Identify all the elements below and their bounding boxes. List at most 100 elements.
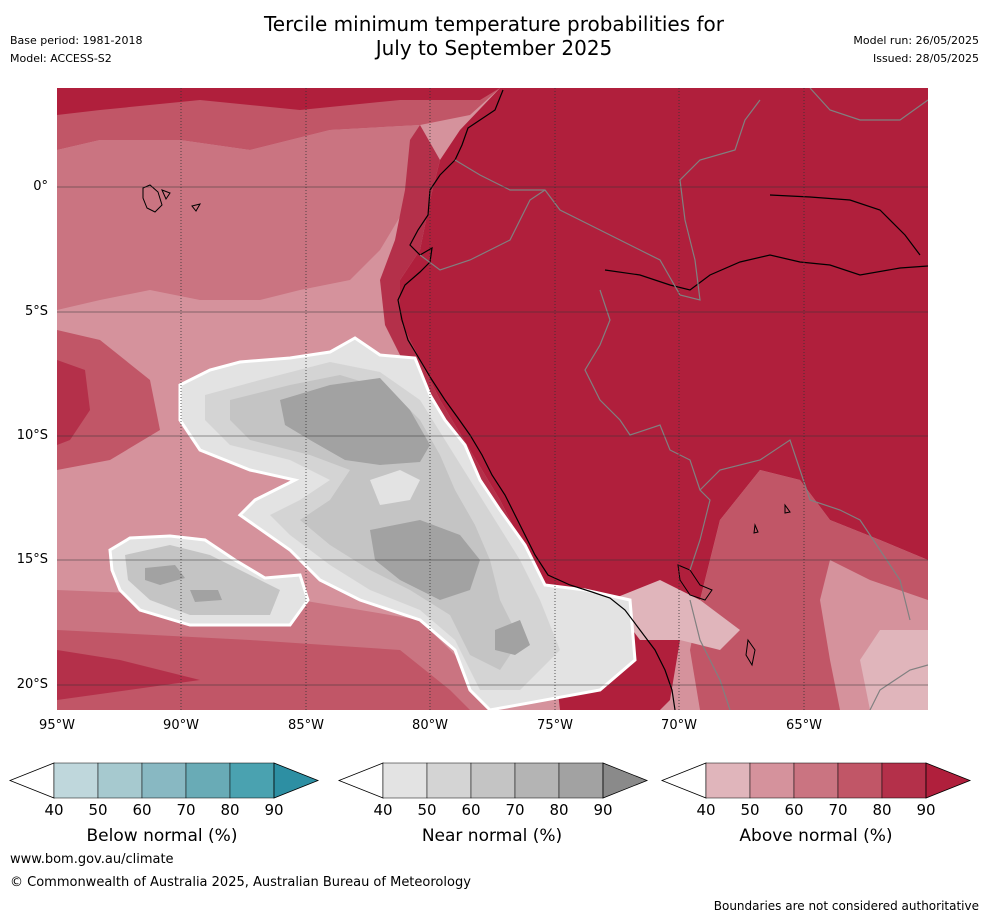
small-lake [753,523,759,534]
legend-1-tick: 40 [373,801,393,819]
legend-0-swatch [97,762,143,799]
legend-2-low-extension [660,762,707,799]
band-south-70 [57,630,470,710]
legend-0-tick: 50 [88,801,108,819]
lat-label-5s: 5°S [24,304,48,319]
legend-0-low-extension [8,762,55,799]
legend-1-tick: 70 [505,801,525,819]
legend-1-swatch [470,762,516,799]
legend-1-tick: 90 [593,801,613,819]
graticule [57,186,928,686]
title-line-1: Tercile minimum temperature probabilitie… [263,12,725,36]
legend-0-tick: 40 [44,801,64,819]
model-name: Model: ACCESS-S2 [10,52,112,65]
lon-label-80w: 80°W [412,718,448,733]
lake-titicaca [677,564,713,601]
border-venezuela-brazil [809,88,928,121]
base-period: Base period: 1981-2018 [10,34,143,47]
legend-0-tick: 70 [176,801,196,819]
lon-label-85w: 85°W [288,718,324,733]
near-80-small [495,620,530,655]
near-west-60 [125,545,280,615]
meta-right: Model run: 26/05/2025 Issued: 28/05/2025 [853,32,979,68]
lat-label-10s: 10°S [16,428,48,443]
legend-1-title: Near normal (%) [421,826,563,846]
legend-2-swatch [793,762,839,799]
west-bulge-80 [57,360,90,445]
legend-2-tick: 90 [916,801,936,819]
small-lake-2 [784,503,791,514]
lat-label-0: 0° [33,179,48,194]
legend-2-title: Above normal (%) [739,826,893,846]
coastline [397,89,676,710]
footer-note: Boundaries are not considered authoritat… [713,899,979,913]
west-bulge-70 [57,330,160,470]
band-south-80 [57,650,200,700]
border-ecuador-colombia-peru [454,99,761,301]
legend-2-swatch [705,762,751,799]
near-80-north [280,378,430,465]
legend-2-tick: 70 [828,801,848,819]
legend-2-tick: 40 [696,801,716,819]
legend-2-high-extension [925,762,972,799]
legend-0-swatch [185,762,231,799]
southeast-40 [860,630,928,710]
band-north-70 [57,88,500,150]
footer-copyright: © Commonwealth of Australia 2025, Austra… [10,875,471,890]
legend-near-normal [337,762,649,799]
legend-0-tick: 60 [132,801,152,819]
legend-0-swatch [141,762,187,799]
border-ecuador-peru [419,189,546,271]
title-line-2: July to September 2025 [375,36,613,60]
legend-1-tick: 50 [417,801,437,819]
legend-2-swatch [881,762,927,799]
legend-1-high-extension [602,762,649,799]
band-north-90 [57,88,500,115]
footer-url[interactable]: www.bom.gov.au/climate [10,852,174,867]
legend-2-tick: 80 [872,801,892,819]
model-run: Model run: 26/05/2025 [853,34,979,47]
border-peru-brazil-bolivia [584,289,711,571]
near-west-80 [145,565,185,585]
legend-0-high-extension [273,762,320,799]
legend-0-tick: 90 [264,801,284,819]
legend-0-tick: 80 [220,801,240,819]
near-west-80-b [190,590,222,602]
legend-2-tick: 50 [740,801,760,819]
border-paraguay [869,664,928,710]
legend-1-tick: 80 [549,801,569,819]
river-north [769,194,921,256]
map-area [57,88,928,710]
legend-0-title: Below normal (%) [86,826,238,846]
lon-label-95w: 95°W [39,718,75,733]
coastal-band-80 [380,125,545,590]
lon-label-75w: 75°W [537,718,573,733]
salar [745,638,756,667]
border-bolivia-chile [689,599,731,710]
map-title: Tercile minimum temperature probabilitie… [0,12,988,60]
lon-label-70w: 70°W [661,718,697,733]
legend-2-tick: 60 [784,801,804,819]
land-above-90 [400,88,928,710]
galapagos-islet-2 [191,203,202,212]
legend-1-swatch [426,762,472,799]
lon-label-90w: 90°W [163,718,199,733]
legend-0-swatch [53,762,99,799]
legend-below-normal [8,762,320,799]
galapagos-island [142,184,163,213]
legend-1-tick: 60 [461,801,481,819]
band-equator-60 [57,125,420,310]
legend-2-swatch [749,762,795,799]
near-40-patch [370,470,420,505]
lon-label-65w: 65°W [786,718,822,733]
legend-1-swatch [382,762,428,799]
lat-label-20s: 20°S [16,677,48,692]
lat-label-15s: 15°S [16,552,48,567]
legend-1-low-extension [337,762,384,799]
issued-date: Issued: 28/05/2025 [872,52,979,65]
legend-above-normal [660,762,972,799]
legend-1-swatch [514,762,560,799]
legend-0-swatch [229,762,275,799]
legend-2-swatch [837,762,883,799]
